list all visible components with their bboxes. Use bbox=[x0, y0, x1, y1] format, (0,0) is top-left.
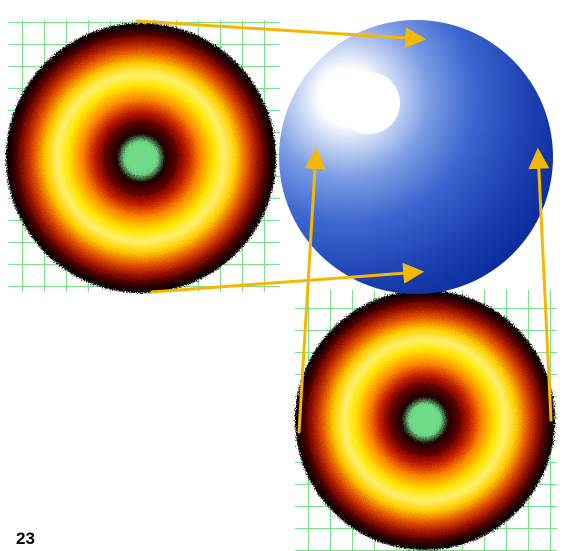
ring-image-bottom-right bbox=[295, 290, 557, 551]
page-number: 23 bbox=[16, 529, 35, 548]
arrow-left-to-sphere-left bbox=[297, 147, 326, 434]
arrow-top-to-sphere-top bbox=[135, 19, 427, 49]
blue-sphere bbox=[279, 20, 553, 294]
sphere-highlight bbox=[338, 72, 400, 134]
arrow-bottom-to-sphere-bottom bbox=[150, 262, 425, 294]
ring-center-bottom-right bbox=[411, 406, 439, 434]
ring-image-top-left bbox=[6, 20, 280, 293]
ring-center-top-left bbox=[127, 144, 155, 172]
arrow-right-to-sphere-right bbox=[528, 147, 553, 422]
